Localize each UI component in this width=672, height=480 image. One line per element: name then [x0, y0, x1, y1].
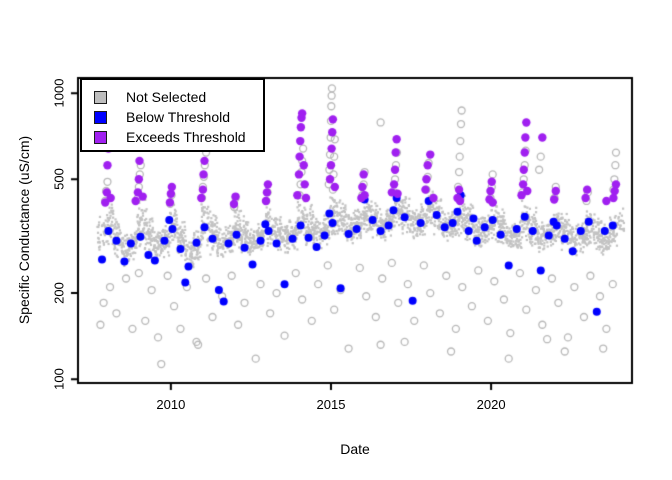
y-axis-label: Specific Conductance (uS/cm): [16, 135, 32, 325]
y-tick-label: 200: [51, 282, 67, 304]
not-selected-swatch-icon: [94, 90, 107, 104]
legend-label: Exceeds Threshold: [126, 129, 246, 145]
x-axis-label: Date: [340, 441, 370, 457]
x-tick-label: 2015: [316, 397, 346, 412]
y-tick-label: 1000: [51, 78, 67, 108]
x-tick-label: 2010: [156, 397, 186, 412]
legend-item-below-threshold: Below Threshold: [82, 107, 263, 127]
y-tick-label: 500: [51, 168, 67, 191]
legend: Not Selected Below Threshold Exceeds Thr…: [80, 78, 265, 152]
legend-item-not-selected: Not Selected: [82, 87, 263, 107]
legend-item-exceeds-threshold: Exceeds Threshold: [82, 127, 263, 147]
legend-label: Not Selected: [126, 89, 207, 105]
y-tick-label: 100: [51, 368, 67, 391]
below-threshold-swatch-icon: [94, 110, 107, 124]
exceeds-threshold-swatch-icon: [94, 130, 107, 144]
x-tick-label: 2020: [476, 397, 506, 412]
legend-label: Below Threshold: [126, 109, 231, 125]
